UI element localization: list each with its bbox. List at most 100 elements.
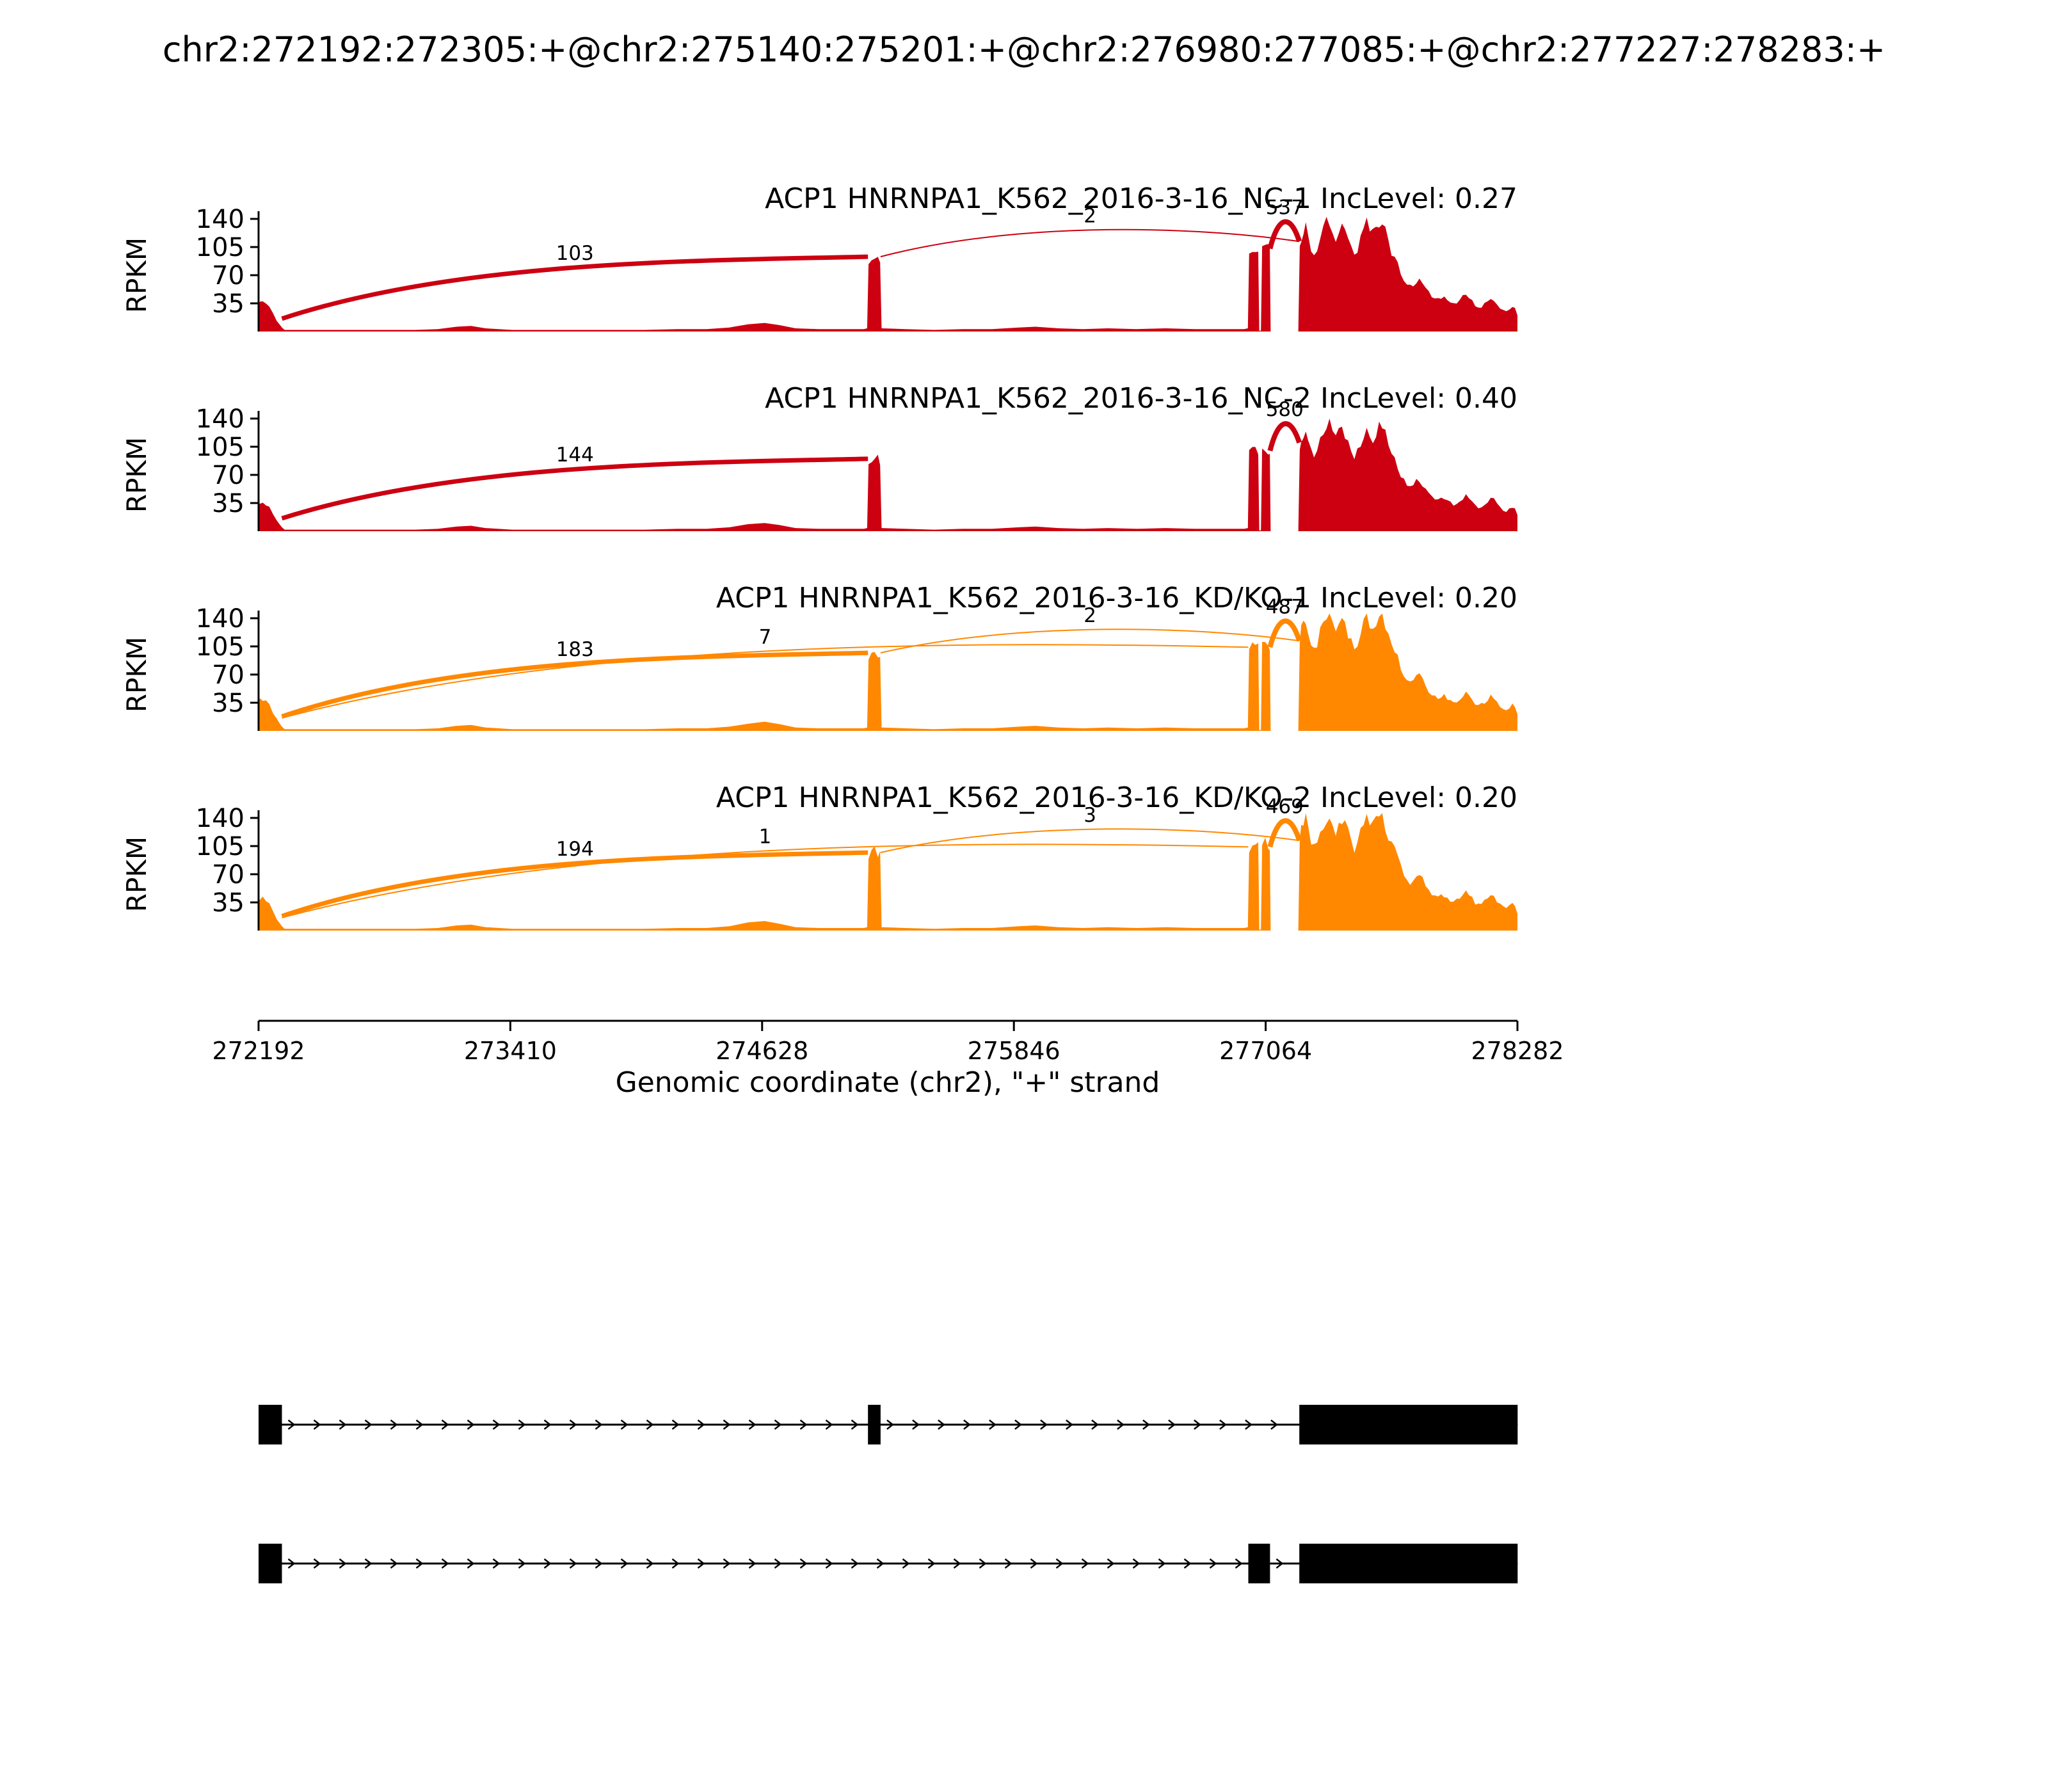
- track-title-kdko-2: ACP1 HNRNPA1_K562_2016-3-16_KD/KO-2 IncL…: [716, 781, 1517, 814]
- intron-direction-arrow: [1091, 1420, 1099, 1430]
- junction-arc-track-3: [880, 628, 1300, 654]
- intron-direction-arrow: [697, 1420, 705, 1430]
- intron-direction-arrow: [415, 1558, 424, 1569]
- junction-count-label: 7: [759, 626, 772, 649]
- x-axis-tick-label: 277064: [1219, 1037, 1312, 1065]
- intron-direction-arrow: [364, 1420, 372, 1430]
- intron-direction-arrow: [1117, 1420, 1124, 1430]
- junction-arc-track-1: [880, 228, 1300, 258]
- intron-direction-arrow: [876, 1558, 884, 1569]
- intron-direction-arrow: [671, 1420, 680, 1430]
- junction-count-label: 183: [556, 638, 594, 661]
- junction-count-label: 2: [1084, 604, 1096, 627]
- intron-direction-arrow: [825, 1558, 833, 1569]
- intron-direction-arrow: [518, 1558, 526, 1569]
- intron-direction-arrow: [390, 1420, 398, 1430]
- y-axis-title-track-2: RPKM: [121, 437, 152, 513]
- intron-direction-arrow: [902, 1558, 910, 1569]
- intron-direction-arrow: [1276, 1558, 1284, 1569]
- intron-direction-arrow: [620, 1420, 628, 1430]
- intron-direction-arrow: [646, 1420, 654, 1430]
- junction-arc-track-3: [281, 650, 868, 719]
- intron-direction-arrow: [595, 1420, 603, 1430]
- intron-direction-arrow: [1270, 1420, 1278, 1430]
- intron-direction-arrow: [1107, 1558, 1115, 1569]
- junction-count-label: 487: [1266, 595, 1304, 618]
- x-axis-title: Genomic coordinate (chr2), "+" strand: [616, 1066, 1160, 1099]
- intron-direction-arrow: [774, 1558, 782, 1569]
- y-axis-tick-label: 70: [212, 461, 244, 490]
- intron-direction-arrow: [1158, 1558, 1166, 1569]
- intron-direction-arrow: [569, 1420, 577, 1430]
- track-title-nc-1: ACP1 HNRNPA1_K562_2016-3-16_NC-1 IncLeve…: [765, 182, 1517, 215]
- y-axis-tick-label: 70: [212, 261, 244, 291]
- junction-arc-track-3: [282, 644, 1249, 719]
- intron-direction-arrow: [697, 1558, 705, 1569]
- y-axis-tick-label: 105: [196, 632, 244, 662]
- junction-arc-track-4: [1267, 818, 1302, 848]
- y-axis-tick-label: 105: [196, 832, 244, 861]
- junction-arc-track-1: [1267, 219, 1302, 250]
- junction-arc-track-4: [282, 844, 1249, 918]
- intron-direction-arrow: [467, 1420, 475, 1430]
- intron-direction-arrow: [748, 1420, 756, 1430]
- intron-direction-arrow: [364, 1558, 372, 1569]
- intron-direction-arrow: [313, 1558, 321, 1569]
- exon-block: [868, 1405, 881, 1444]
- y-axis-tick-label: 140: [196, 604, 244, 634]
- intron-direction-arrow: [441, 1558, 449, 1569]
- coverage-area-track-1: [259, 216, 1517, 332]
- intron-direction-arrow: [1004, 1558, 1012, 1569]
- y-axis-tick-label: 105: [196, 433, 244, 462]
- junction-arc-track-2: [281, 456, 868, 521]
- junction-arc-track-3: [1267, 618, 1302, 648]
- junction-count-label: 2: [1084, 204, 1096, 227]
- y-axis-tick-label: 70: [212, 860, 244, 890]
- intron-direction-arrow: [1040, 1420, 1048, 1430]
- intron-direction-arrow: [569, 1558, 577, 1569]
- exon-block: [259, 1405, 282, 1444]
- intron-direction-arrow: [390, 1558, 398, 1569]
- intron-direction-arrow: [287, 1420, 296, 1430]
- y-axis-tick-label: 35: [212, 489, 244, 518]
- intron-direction-arrow: [912, 1420, 920, 1430]
- intron-direction-arrow: [799, 1420, 808, 1430]
- intron-direction-arrow: [543, 1558, 552, 1569]
- exon-block: [1248, 1544, 1270, 1583]
- y-axis-tick-label: 35: [212, 689, 244, 718]
- intron-direction-arrow: [886, 1420, 894, 1430]
- x-axis-tick-label: 273410: [464, 1037, 557, 1065]
- intron-direction-arrow: [313, 1420, 321, 1430]
- junction-count-label: 3: [1084, 804, 1096, 827]
- intron-direction-arrow: [1030, 1558, 1038, 1569]
- intron-direction-arrow: [1245, 1420, 1252, 1430]
- intron-direction-arrow: [441, 1420, 449, 1430]
- junction-count-label: 144: [556, 444, 594, 467]
- intron-direction-arrow: [339, 1420, 347, 1430]
- junction-arc-track-4: [281, 850, 868, 918]
- exon-block: [259, 1544, 282, 1583]
- intron-direction-arrow: [671, 1558, 680, 1569]
- junction-arc-track-1: [281, 254, 868, 321]
- intron-direction-arrow: [1183, 1558, 1192, 1569]
- intron-direction-arrow: [723, 1558, 731, 1569]
- intron-direction-arrow: [979, 1558, 987, 1569]
- intron-direction-arrow: [467, 1558, 475, 1569]
- intron-direction-arrow: [1142, 1420, 1150, 1430]
- intron-direction-arrow: [492, 1558, 500, 1569]
- exon-block: [1299, 1544, 1518, 1583]
- intron-direction-arrow: [339, 1558, 347, 1569]
- intron-direction-arrow: [595, 1558, 603, 1569]
- track-title-kdko-1: ACP1 HNRNPA1_K562_2016-3-16_KD/KO-1 IncL…: [716, 582, 1517, 614]
- y-axis-tick-label: 70: [212, 660, 244, 690]
- intron-direction-arrow: [963, 1420, 971, 1430]
- intron-direction-arrow: [518, 1420, 526, 1430]
- intron-direction-arrow: [646, 1558, 654, 1569]
- intron-direction-arrow: [851, 1420, 859, 1430]
- junction-arc-track-4: [880, 828, 1300, 854]
- y-axis-title-track-4: RPKM: [121, 836, 152, 912]
- junction-count-label: 537: [1266, 196, 1304, 220]
- junction-count-label: 1: [759, 826, 772, 849]
